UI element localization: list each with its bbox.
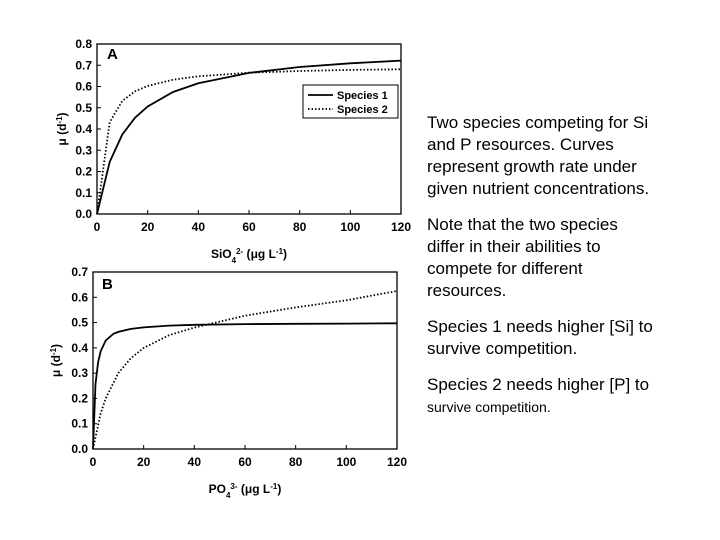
notes-panel: Two species competing for Si and P resou… [427, 112, 712, 432]
series-line-species-2 [96, 68, 402, 215]
chart-panel-b: 0 20 40 60 80 100 120 0.0 0.1 0.2 0.3 0.4 0.5 0.6 0.7 B [71, 265, 407, 469]
note-line: Note that the two species [427, 215, 618, 234]
x-axis-label: SiO42- (μg L-1) [211, 247, 287, 265]
legend-label: Species 1 [337, 90, 388, 102]
note-line: Species 1 needs higher [Si] to [427, 317, 653, 336]
note-line: Species 2 needs higher [P] to [427, 375, 650, 394]
note-species-1: Species 1 needs higher [Si] to survive c… [427, 316, 712, 360]
x-tick-label: 80 [293, 220, 307, 234]
y-tick-label: 0.5 [71, 316, 88, 330]
y-tick-label: 0.1 [71, 417, 88, 431]
x-tick-label: 60 [238, 455, 252, 469]
x-tick-label: 20 [137, 455, 151, 469]
y-tick-label: 0.7 [71, 265, 88, 279]
y-tick-label: 0.1 [75, 186, 92, 200]
y-axis-label: μ (d-1) [49, 344, 64, 377]
y-tick-label: 0.7 [75, 58, 92, 72]
x-tick-label: 100 [336, 455, 356, 469]
y-tick-label: 0.4 [71, 341, 88, 355]
series-line-species-1 [92, 322, 398, 450]
charts-figure: 0 20 40 60 80 100 1200.00.10.20.30.40.50.60.70… [49, 37, 412, 500]
panel-label: A [107, 46, 118, 63]
x-tick-label: 40 [192, 220, 206, 234]
x-tick-label: 20 [141, 220, 155, 234]
y-tick-label: 0.6 [71, 290, 88, 304]
legend-box [302, 84, 399, 119]
panel-label: B [102, 276, 113, 293]
note-line: differ in their abilities to [427, 237, 601, 256]
series-line-species-2 [92, 290, 398, 450]
plot-frame [96, 43, 402, 215]
x-tick-label: 0 [90, 455, 97, 469]
x-tick-label: 120 [387, 455, 407, 469]
x-tick-label: 120 [391, 220, 411, 234]
x-tick-label: 60 [242, 220, 256, 234]
y-tick-label: 0.0 [71, 442, 88, 456]
series-line-species-1 [96, 59, 402, 215]
x-tick-label: 80 [289, 455, 303, 469]
y-tick-label: 0.2 [71, 391, 88, 405]
y-tick-label: 0.0 [75, 207, 92, 221]
note-intro: Two species competing for Si and P resou… [427, 112, 712, 200]
note-line: survive competition. [427, 399, 551, 415]
y-axis-label: μ (d-1) [55, 112, 70, 145]
x-tick-label: 0 [94, 220, 101, 234]
note-line: resources. [427, 281, 507, 300]
note-species-2: Species 2 needs higher [P] to survive co… [427, 374, 712, 418]
note-line: given nutrient concentrations. [427, 179, 650, 198]
y-tick-label: 0.8 [75, 37, 92, 51]
legend: Species 1 Species 2 [302, 84, 399, 119]
note-line: represent growth rate under [427, 157, 637, 176]
x-tick-label: 40 [188, 455, 202, 469]
y-tick-label: 0.6 [75, 80, 92, 94]
note-line: Two species competing for Si [427, 113, 649, 132]
note-line: compete for different [427, 259, 583, 278]
chart-panel-a: 0 20 40 60 80 100 120 0.0 0.1 0.2 0.3 0.4 0.5 0.6 0.7 0… [75, 37, 411, 234]
x-tick-label: 100 [340, 220, 360, 234]
y-tick-label: 0.2 [75, 165, 92, 179]
note-difference: Note that the two species differ in thei… [427, 214, 712, 302]
plot-frame [92, 271, 398, 450]
y-tick-label: 0.3 [75, 143, 92, 157]
x-axis-label: PO43- (μg L-1) [209, 482, 282, 500]
y-tick-label: 0.5 [75, 101, 92, 115]
note-line: survive competition. [427, 339, 578, 358]
y-tick-label: 0.3 [71, 366, 88, 380]
y-tick-label: 0.4 [75, 122, 92, 136]
note-line: and P resources. Curves [427, 135, 614, 154]
legend-label: Species 2 [337, 104, 388, 116]
